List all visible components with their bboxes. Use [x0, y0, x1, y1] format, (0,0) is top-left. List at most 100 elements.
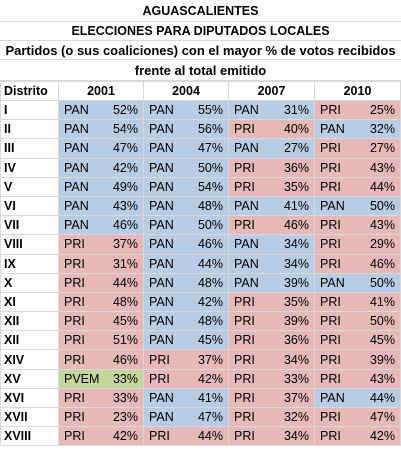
result-cell: PRI 35%: [228, 291, 315, 313]
result-cell: PRI 48%: [58, 291, 144, 313]
party: PRI: [320, 237, 341, 252]
party: PAN: [149, 390, 174, 405]
party: PAN: [64, 199, 89, 214]
party: PRI: [64, 429, 85, 444]
party: PAN: [149, 314, 174, 329]
party: PAN: [64, 122, 89, 137]
vote-share: 45%: [369, 333, 395, 348]
party: PRI: [320, 141, 341, 156]
district-label: III: [0, 138, 59, 159]
party: PRI: [320, 256, 341, 271]
result-cell: PAN 27%: [228, 138, 315, 159]
party: PRI: [149, 371, 170, 386]
vote-share: 42%: [112, 429, 138, 444]
result-cell: PRI 46%: [314, 253, 401, 274]
party: PVEM: [64, 371, 100, 386]
row: II PAN 54% PAN 56% PRI 40% PAN 32%: [0, 119, 401, 140]
party: PRI: [320, 160, 341, 175]
result-cell: PAN 52%: [58, 99, 144, 121]
party: PAN: [234, 141, 259, 156]
result-cell: PRI 33%: [228, 368, 315, 389]
vote-share: 33%: [112, 371, 138, 386]
party: PRI: [234, 122, 255, 137]
result-cell: PAN 34%: [228, 234, 315, 255]
vote-share: 25%: [369, 103, 395, 118]
district-label: IV: [0, 157, 59, 178]
vote-share: 55%: [197, 103, 223, 118]
result-cell: PRI 42%: [314, 426, 401, 447]
vote-share: 44%: [369, 390, 395, 405]
column-header: 2001: [58, 81, 144, 101]
vote-share: 43%: [369, 371, 395, 386]
vote-share: 34%: [283, 237, 309, 252]
party: PRI: [234, 294, 255, 309]
vote-share: 32%: [369, 122, 395, 137]
vote-share: 36%: [283, 333, 309, 348]
party: PRI: [234, 352, 255, 367]
vote-share: 46%: [369, 256, 395, 271]
party: PRI: [64, 294, 85, 309]
vote-share: 42%: [197, 371, 223, 386]
district-label: IX: [0, 253, 59, 274]
vote-share: 43%: [369, 218, 395, 233]
vote-share: 34%: [283, 352, 309, 367]
party: PRI: [320, 352, 341, 367]
vote-share: 43%: [369, 160, 395, 175]
row: XIV PRI 46% PRI 37% PRI 34% PRI 39%: [0, 349, 401, 370]
row: VII PAN 46% PAN 50% PRI 46% PRI 43%: [0, 215, 401, 236]
district-label: VII: [0, 215, 59, 236]
vote-share: 52%: [112, 103, 138, 118]
vote-share: 32%: [283, 410, 309, 425]
result-cell: PRI 27%: [314, 138, 401, 159]
vote-share: 40%: [283, 122, 309, 137]
party: PAN: [64, 160, 89, 175]
party: PRI: [234, 314, 255, 329]
party: PRI: [320, 429, 341, 444]
vote-share: 47%: [369, 410, 395, 425]
party: PRI: [234, 371, 255, 386]
result-cell: PRI 36%: [228, 330, 315, 351]
party: PAN: [149, 218, 174, 233]
result-cell: PAN 49%: [58, 176, 144, 197]
party: PRI: [320, 333, 341, 348]
party: PAN: [234, 256, 259, 271]
district-label: XIV: [0, 349, 59, 370]
vote-share: 27%: [369, 141, 395, 156]
row: V PAN 49% PAN 54% PRI 35% PRI 44%: [0, 176, 401, 197]
party: PRI: [234, 429, 255, 444]
row: XII PRI 45% PAN 48% PRI 39% PRI 50%: [0, 311, 401, 332]
party: PAN: [149, 103, 174, 118]
result-cell: PAN 46%: [143, 234, 229, 255]
vote-share: 48%: [197, 275, 223, 290]
vote-share: 47%: [112, 141, 138, 156]
column-header: 2007: [228, 81, 315, 101]
party: PRI: [320, 294, 341, 309]
district-label: VI: [0, 195, 59, 217]
vote-share: 45%: [112, 314, 138, 329]
party: PAN: [149, 141, 174, 156]
result-cell: PRI 36%: [228, 157, 315, 178]
party: PAN: [64, 141, 89, 156]
vote-share: 50%: [197, 160, 223, 175]
vote-share: 45%: [197, 333, 223, 348]
vote-share: 54%: [112, 122, 138, 137]
vote-share: 39%: [283, 314, 309, 329]
column-header: 2004: [143, 81, 229, 101]
result-cell: PAN 56%: [143, 119, 229, 140]
result-cell: PAN 32%: [314, 119, 401, 140]
party: PRI: [320, 218, 341, 233]
vote-share: 31%: [283, 103, 309, 118]
party: PRI: [320, 410, 341, 425]
row: III PAN 47% PAN 47% PAN 27% PRI 27%: [0, 138, 401, 159]
vote-share: 44%: [197, 429, 223, 444]
column-header: 2010: [314, 81, 401, 101]
result-cell: PAN 44%: [314, 387, 401, 409]
description: Partidos (o sus coaliciones) con el mayo…: [0, 41, 401, 60]
result-cell: PRI 39%: [314, 349, 401, 370]
row: IV PAN 42% PAN 50% PRI 36% PRI 43%: [0, 157, 401, 178]
party: PRI: [320, 314, 341, 329]
result-cell: PRI 37%: [143, 349, 229, 370]
result-cell: PAN 43%: [58, 195, 144, 217]
result-cell: PAN 54%: [58, 119, 144, 140]
